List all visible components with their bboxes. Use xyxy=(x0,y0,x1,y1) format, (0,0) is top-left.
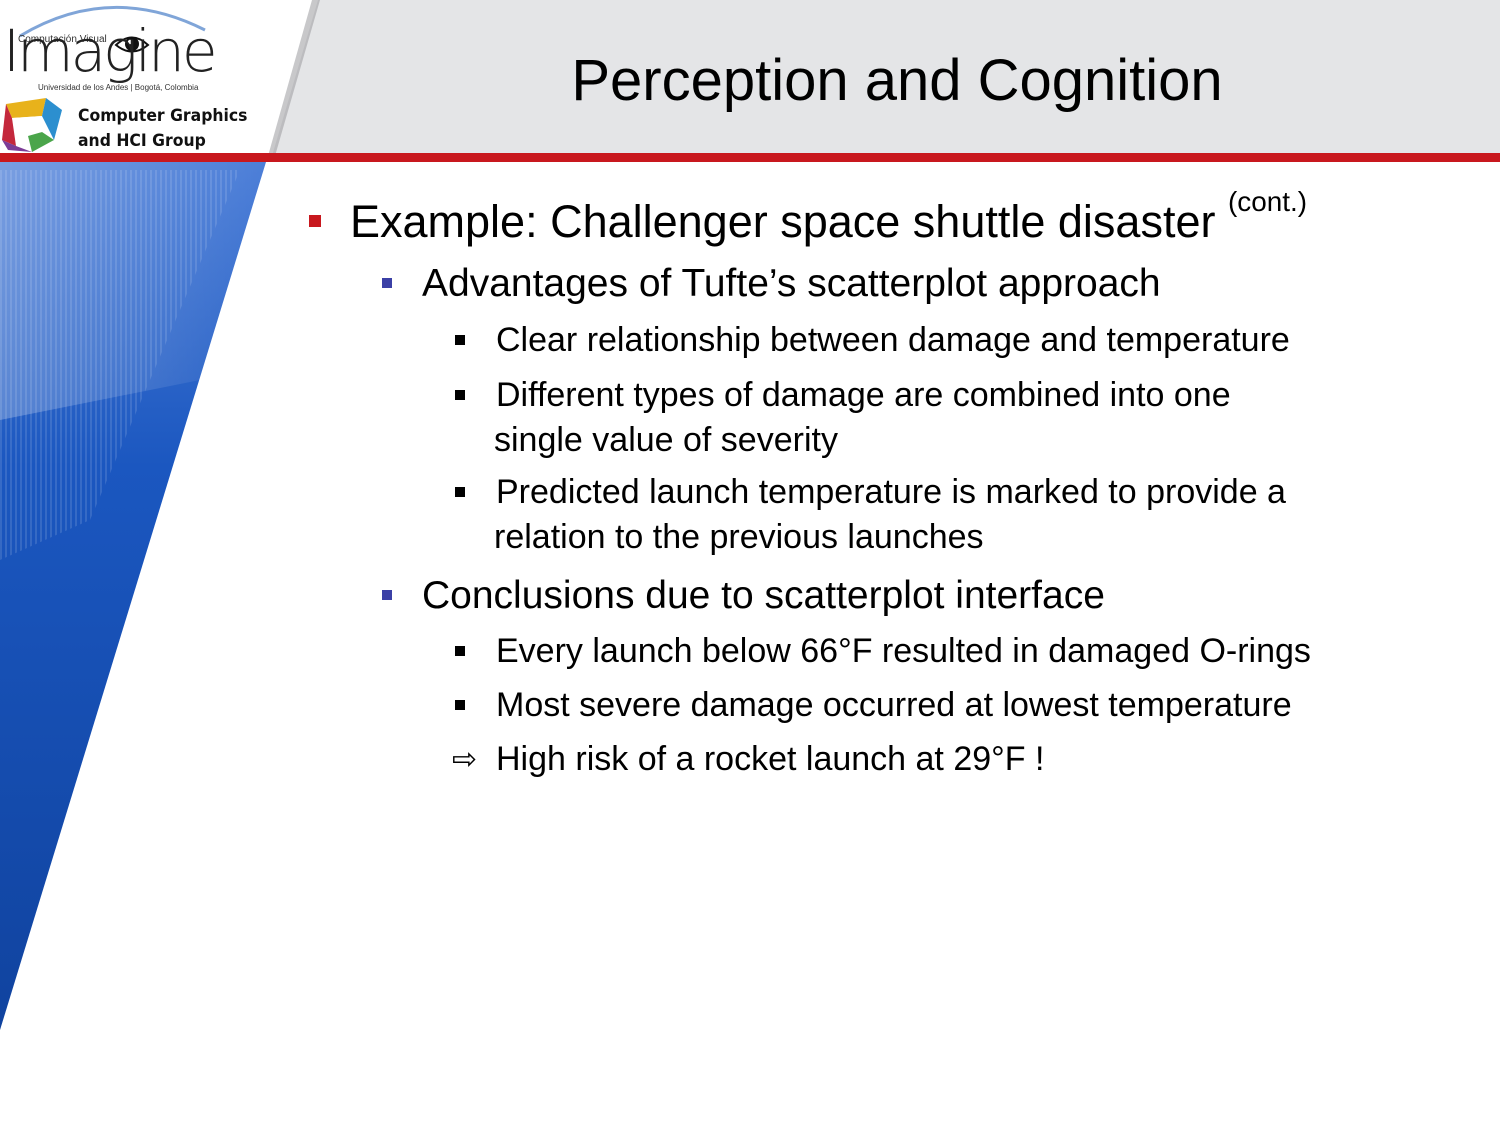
bullet-square-black-icon xyxy=(455,487,465,497)
bullet-square-red-icon xyxy=(309,215,321,227)
logo-panel-edge xyxy=(268,0,320,156)
sidebar-texture xyxy=(0,170,240,560)
bullet-conclusion-1: Every launch below 66°F resulted in dama… xyxy=(496,632,1311,670)
logo-wordmark: Imagine xyxy=(3,17,218,85)
bullet-conclusion-arrow: High risk of a rocket launch at 29°F ! xyxy=(496,740,1045,778)
slide-title: Perception and Cognition xyxy=(571,48,1223,113)
bullet-advantage-3-line2: relation to the previous launches xyxy=(494,518,984,556)
bullet-advantage-2-line2: single value of severity xyxy=(494,421,838,459)
logo-swoosh-icon xyxy=(19,5,206,38)
bullet-square-blue-icon xyxy=(382,590,392,600)
logo-color-square-icon xyxy=(2,98,62,152)
logo-eye-icon xyxy=(114,36,150,53)
logo-institution: Universidad de los Andes | Bogotá, Colom… xyxy=(38,83,199,92)
bullet-advantages-heading: Advantages of Tufte’s scatterplot approa… xyxy=(422,262,1161,305)
bullet-square-black-icon xyxy=(455,646,465,656)
bullet-conclusion-2: Most severe damage occurred at lowest te… xyxy=(496,686,1292,724)
arrow-right-icon: ⇨ xyxy=(452,743,478,776)
bullet-square-black-icon xyxy=(455,335,465,345)
logo-panel xyxy=(0,0,318,156)
bullet-square-blue-icon xyxy=(382,278,392,288)
bullet-advantage-3-line1: Predicted launch temperature is marked t… xyxy=(496,473,1286,511)
header-red-rule xyxy=(0,153,1500,162)
bullet-advantage-1: Clear relationship between damage and te… xyxy=(496,321,1290,359)
logo-group-line2: and HCI Group xyxy=(78,131,206,151)
logo-group-line1: Computer Graphics xyxy=(78,106,248,126)
bullet-advantage-2-line1: Different types of damage are combined i… xyxy=(496,376,1231,414)
logo-tagline: Computación Visual xyxy=(18,34,107,45)
cont-superscript: (cont.) xyxy=(1227,186,1308,218)
bullet-main: Example: Challenger space shuttle disast… xyxy=(350,186,1308,247)
logo: Computación Visual Imagine Universidad d… xyxy=(0,0,270,158)
bullet-square-black-icon xyxy=(455,700,465,710)
bullet-square-black-icon xyxy=(455,390,465,400)
bullet-conclusions-heading: Conclusions due to scatterplot interface xyxy=(422,574,1105,617)
